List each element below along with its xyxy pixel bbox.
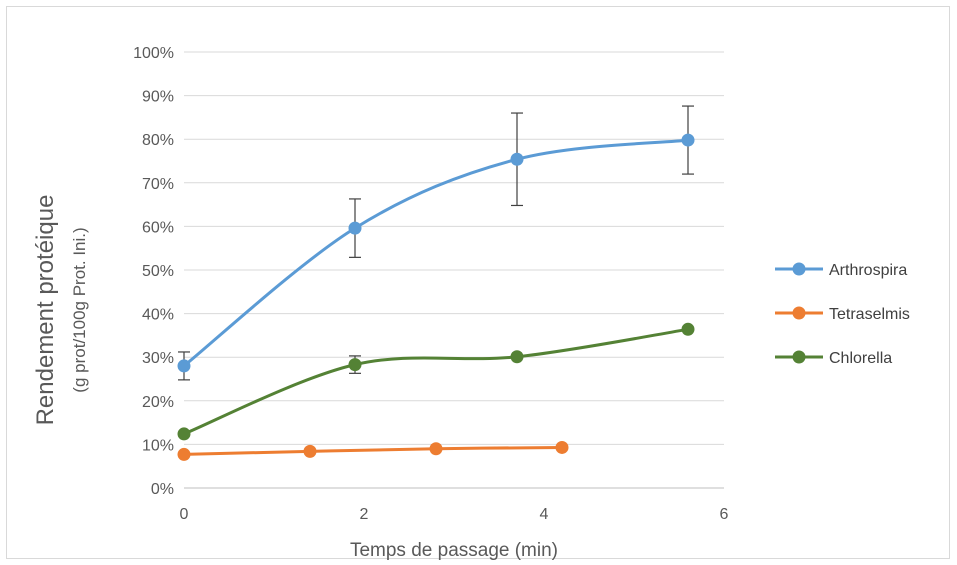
- y-tick-labels: 0% 10% 20% 30% 40% 50% 60% 70% 80% 90% 100%: [133, 45, 174, 498]
- data-point-arthrospira: [681, 133, 695, 147]
- x-tick-label: 2: [360, 506, 369, 523]
- x-axis-title: Temps de passage (min): [350, 540, 558, 561]
- x-tick-labels: 0 2 4 6: [180, 506, 729, 523]
- x-tick-label: 0: [180, 506, 189, 523]
- legend-marker-tetraselmis: [792, 306, 806, 320]
- x-tick-label: 4: [540, 506, 549, 523]
- data-point-arthrospira: [510, 152, 524, 166]
- y-tick-label: 80%: [142, 132, 174, 149]
- data-point-arthrospira: [177, 359, 191, 373]
- x-tick-label: 6: [720, 506, 729, 523]
- y-tick-label: 0%: [151, 481, 174, 498]
- series-line-chlorella: [182, 327, 690, 436]
- legend-label-arthrospira: Arthrospira: [829, 262, 907, 279]
- legend: Arthrospira Tetraselmis Chlorella: [775, 262, 910, 367]
- data-point-tetraselmis: [555, 440, 569, 454]
- data-point-chlorella: [348, 358, 362, 372]
- data-point-chlorella: [681, 322, 695, 336]
- legend-label-tetraselmis: Tetraselmis: [829, 306, 910, 323]
- gridlines: [184, 51, 724, 489]
- y-tick-label: 30%: [142, 350, 174, 367]
- series-group: [177, 105, 695, 461]
- legend-label-chlorella: Chlorella: [829, 350, 892, 367]
- y-axis-title: Rendement protéique: [32, 195, 59, 426]
- y-tick-label: 90%: [142, 89, 174, 106]
- data-point-tetraselmis: [429, 442, 443, 456]
- data-point-chlorella: [510, 350, 524, 364]
- y-axis-subtitle: (g prot/100g Prot. Ini.): [70, 227, 89, 392]
- series-line-arthrospira: [182, 138, 690, 368]
- data-point-tetraselmis: [177, 447, 191, 461]
- y-tick-label: 70%: [142, 176, 174, 193]
- y-tick-label: 50%: [142, 263, 174, 280]
- data-point-arthrospira: [348, 221, 362, 235]
- legend-marker-chlorella: [792, 350, 806, 364]
- data-point-tetraselmis: [303, 444, 317, 458]
- y-tick-label: 20%: [142, 394, 174, 411]
- legend-marker-arthrospira: [792, 262, 806, 276]
- chart-area: [6, 6, 950, 559]
- y-tick-label: 10%: [142, 437, 174, 454]
- y-tick-label: 100%: [133, 45, 174, 62]
- series-line-tetraselmis: [182, 445, 564, 456]
- y-tick-label: 40%: [142, 307, 174, 324]
- y-tick-label: 60%: [142, 219, 174, 236]
- data-point-chlorella: [177, 427, 191, 441]
